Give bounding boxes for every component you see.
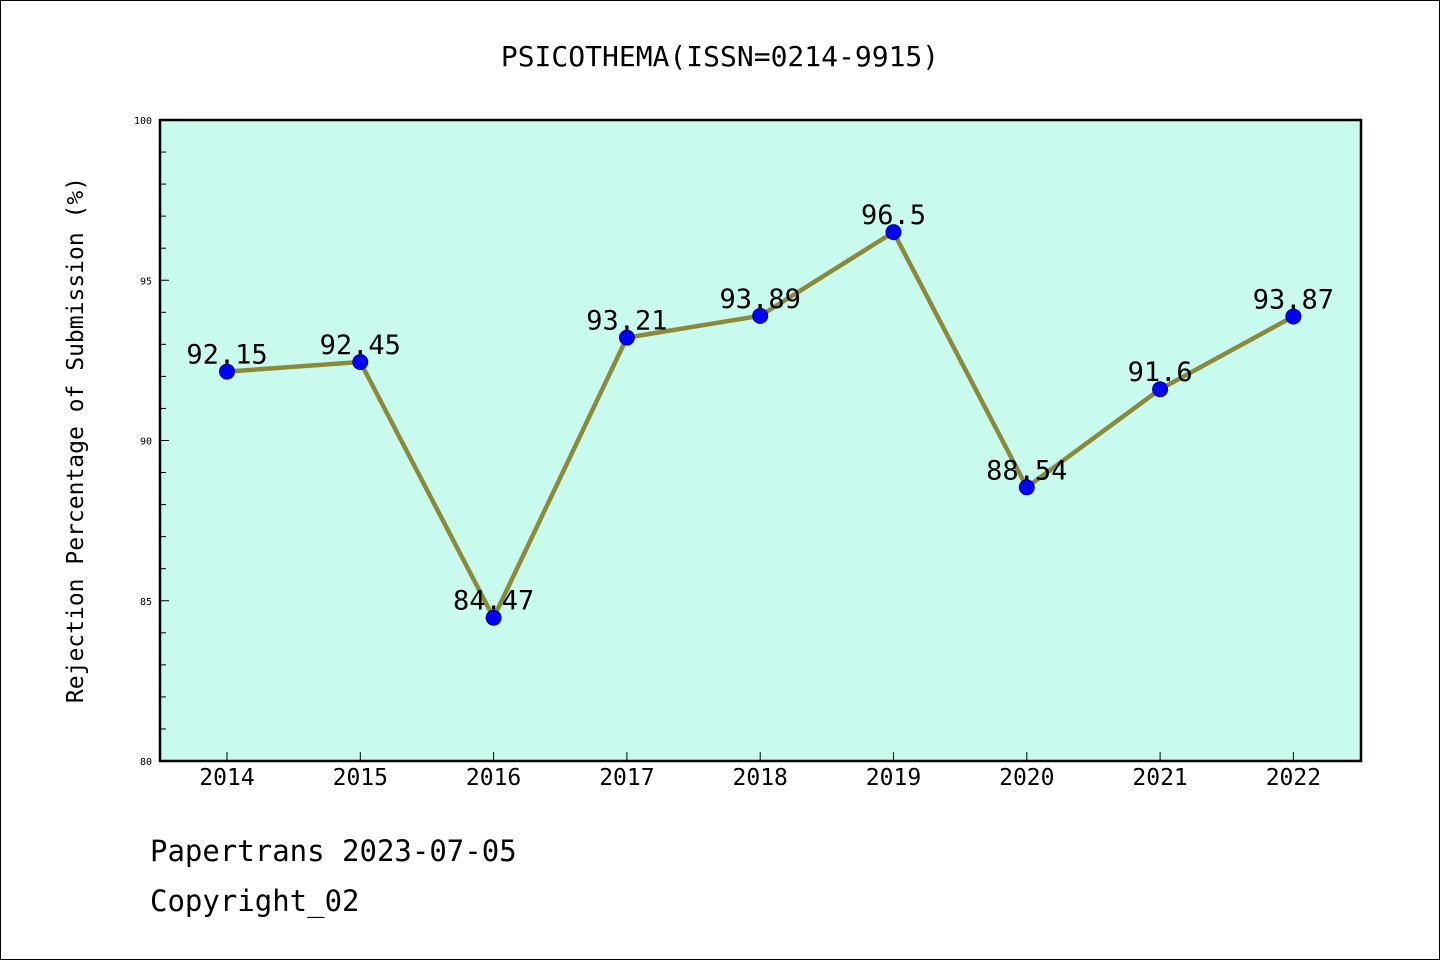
data-point [752, 307, 769, 324]
y-tick-label: 85 [140, 597, 152, 608]
data-point [1285, 308, 1302, 325]
series-layer: 92.15 92.45 84.47 93.21 93.89 96.5 88.54 91.6 93… [186, 200, 1334, 626]
data-point [1018, 479, 1035, 496]
x-tick-label: 2018 [733, 765, 788, 791]
plot-area [158, 118, 1363, 763]
x-tick-label: 2016 [466, 765, 521, 791]
y-axis-ticks: 80 85 90 95 100 [134, 116, 169, 768]
data-point [352, 353, 369, 370]
data-label: 91.6 [1128, 357, 1193, 388]
x-tick-label: 2017 [599, 765, 654, 791]
x-tick-label: 2022 [1266, 765, 1321, 791]
data-label: 93.89 [720, 284, 801, 315]
data-label: 93.21 [586, 306, 667, 337]
x-tick-label: 2019 [866, 765, 921, 791]
chart-title: PSICOTHEMA(ISSN=0214-9915) [501, 40, 939, 73]
data-point [1152, 381, 1169, 398]
data-label: 96.5 [861, 200, 926, 231]
x-tick-label: 2014 [199, 765, 254, 791]
x-tick-label: 2021 [1132, 765, 1187, 791]
data-point [885, 224, 902, 241]
y-tick-label: 100 [134, 116, 152, 127]
footer-copyright: Copyright_02 [150, 884, 360, 918]
footer-date: Papertrans 2023-07-05 [150, 834, 517, 868]
data-point [219, 363, 235, 380]
data-point [485, 609, 502, 626]
data-label: 92.45 [320, 330, 401, 361]
y-axis-label: Rejection Percentage of Submission (%) [63, 177, 89, 703]
x-tick-label: 2015 [333, 765, 388, 791]
x-tick-label: 2020 [999, 765, 1054, 791]
y-tick-label: 80 [140, 757, 152, 768]
data-label: 84.47 [453, 586, 534, 617]
y-tick-label: 95 [140, 276, 152, 287]
data-label: 92.15 [186, 340, 267, 371]
data-point [618, 329, 635, 346]
x-axis-ticks: 2014 2015 2016 2017 2018 2019 2020 2021 2022 [199, 752, 1321, 791]
data-label: 88.54 [986, 455, 1067, 486]
y-tick-label: 90 [140, 437, 152, 448]
data-label: 93.87 [1253, 284, 1334, 315]
